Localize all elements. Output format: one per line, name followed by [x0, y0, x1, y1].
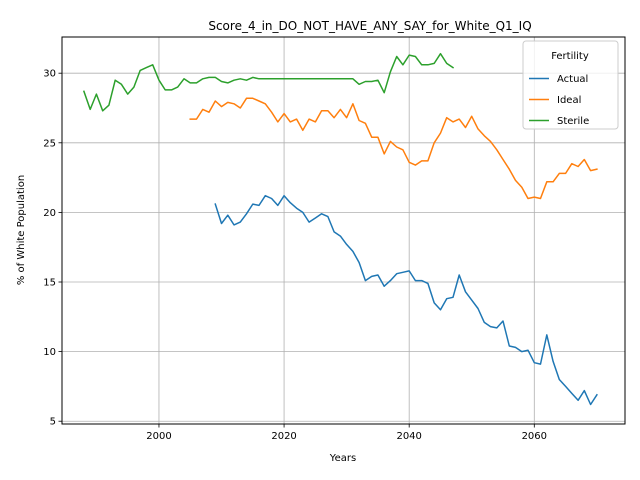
- plot-area-frame: [61, 36, 626, 425]
- legend-entries: Actual Ideal Sterile: [529, 74, 589, 127]
- x-tick-label: 2060: [522, 431, 547, 442]
- x-axis-title: Years: [329, 453, 356, 464]
- legend-title: Fertility: [551, 51, 589, 62]
- legend: Fertility Actual Ideal Sterile: [522, 40, 619, 130]
- chart-title: Score_4_in_DO_NOT_HAVE_ANY_SAY_for_White…: [208, 19, 531, 33]
- series-group: [82, 52, 598, 406]
- legend-label-actual: Actual: [557, 74, 588, 85]
- legend-label-ideal: Ideal: [557, 95, 581, 106]
- y-axis-ticks: 5 10 15 20 25 30: [43, 69, 62, 428]
- y-tick-label: 25: [43, 138, 56, 149]
- y-tick-label: 30: [43, 69, 56, 80]
- x-axis-ticks: 2000 2020 2040 2060: [146, 424, 547, 442]
- y-axis-title: % of White Population: [16, 175, 27, 285]
- y-tick-label: 15: [43, 278, 56, 289]
- legend-box: [522, 40, 619, 130]
- x-tick-label: 2020: [271, 431, 296, 442]
- x-tick-label: 2040: [396, 431, 421, 442]
- series-line-actual: [214, 194, 598, 406]
- series-line-sterile: [82, 52, 455, 112]
- series-line-ideal: [189, 97, 598, 200]
- y-tick-label: 10: [43, 347, 56, 358]
- x-tick-label: 2000: [146, 431, 171, 442]
- y-tick-label: 20: [43, 208, 56, 219]
- legend-label-sterile: Sterile: [557, 116, 589, 127]
- y-tick-label: 5: [50, 417, 56, 428]
